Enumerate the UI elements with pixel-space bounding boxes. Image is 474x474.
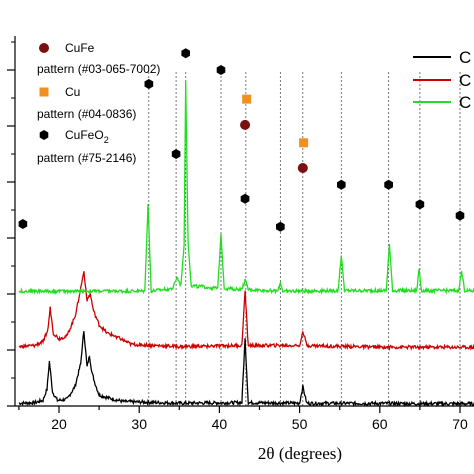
x-tick-label: 30: [131, 416, 147, 432]
x-tick-label: 20: [51, 416, 67, 432]
cu-marker: [39, 87, 49, 97]
reference-pattern-label: pattern (#04-0836): [37, 107, 136, 121]
reference-markers: [18, 48, 465, 232]
reference-phase-name: Cu: [65, 85, 80, 99]
x-tick-label: 40: [212, 416, 228, 432]
x-ticks: 20 30 40 50 60 70: [18, 406, 468, 432]
series-legend: CCC: [413, 48, 471, 112]
reference-phase-name: CuFeO2: [65, 128, 109, 145]
phase-subscript: 2: [104, 135, 109, 145]
legend-entry: C: [459, 93, 471, 112]
cufeo2-marker: [415, 199, 425, 210]
cufeo2-marker: [384, 179, 393, 190]
series-layer: [18, 81, 474, 408]
cufeo2-marker: [276, 221, 285, 232]
reference-legend: CuFe pattern (#03-065-7002) Cu pattern (#04…: [37, 41, 160, 165]
cufeo2-marker: [39, 130, 49, 140]
reference-pattern-label: pattern (#75-2146): [37, 151, 136, 165]
series-line: [18, 331, 474, 408]
reference-phase-name: CuFe: [65, 41, 95, 55]
cufeo2-marker: [337, 179, 346, 190]
cu-marker: [242, 94, 252, 104]
y-ticks: [7, 41, 15, 407]
cufe-marker: [240, 119, 251, 130]
cufeo2-marker: [144, 79, 154, 89]
reference-lines: [148, 70, 461, 406]
cufeo2-marker: [455, 210, 465, 221]
x-axis-title: 2θ (degrees): [258, 444, 342, 463]
x-tick-label: 70: [452, 416, 468, 432]
cu-marker: [299, 138, 309, 148]
reference-pattern-label: pattern (#03-065-7002): [37, 62, 160, 76]
cufe-marker: [297, 163, 308, 173]
cufeo2-marker: [18, 219, 28, 229]
legend-entry: C: [459, 48, 471, 67]
cufeo2-marker: [171, 149, 181, 159]
series-line: [18, 271, 474, 352]
x-tick-label: 50: [292, 416, 308, 432]
cufeo2-marker: [240, 193, 250, 204]
cufe-marker: [39, 43, 49, 53]
series-line: [18, 81, 474, 296]
cufeo2-marker: [216, 65, 226, 75]
cufeo2-marker: [181, 48, 190, 59]
x-tick-label: 60: [372, 416, 388, 432]
legend-entry: C: [459, 71, 471, 90]
